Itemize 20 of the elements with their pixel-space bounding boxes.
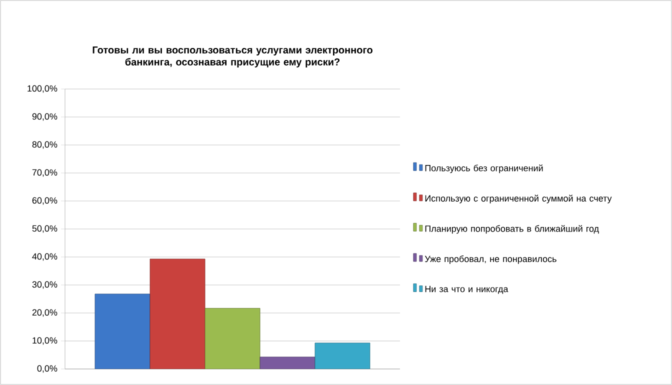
legend-label: Планирую попробовать в ближайший год [425, 225, 599, 234]
y-tick-label: 70,0% [32, 169, 58, 177]
legend-label: Использую с ограниченной суммой на счету [425, 194, 612, 204]
y-tick-label: 40,0% [32, 253, 58, 261]
y-tick-label: 80,0% [32, 141, 58, 149]
y-tick-label: 10,0% [32, 337, 58, 345]
y-tick-label: 60,0% [32, 197, 58, 205]
bar [94, 294, 150, 369]
bar [314, 342, 370, 369]
y-tick-label: 50,0% [32, 225, 58, 233]
y-tick-label: 0,0% [37, 365, 58, 373]
y-tick-label: 20,0% [32, 309, 58, 317]
legend-label: Пользуюсь без ограничений [425, 164, 543, 174]
chart-title: Готовы ли вы воспользоваться услугами электронного банкинга, осознавая присущие ему риски? [92, 46, 372, 68]
bar [150, 258, 206, 369]
legend-label: Ни за что и никогда [425, 286, 508, 294]
y-tick-label: 30,0% [32, 281, 58, 289]
legend-label: Уже пробовал, не понравилось [424, 255, 556, 264]
y-tick-label: 90,0% [32, 113, 58, 121]
y-tick-label: 100,0% [28, 85, 58, 93]
